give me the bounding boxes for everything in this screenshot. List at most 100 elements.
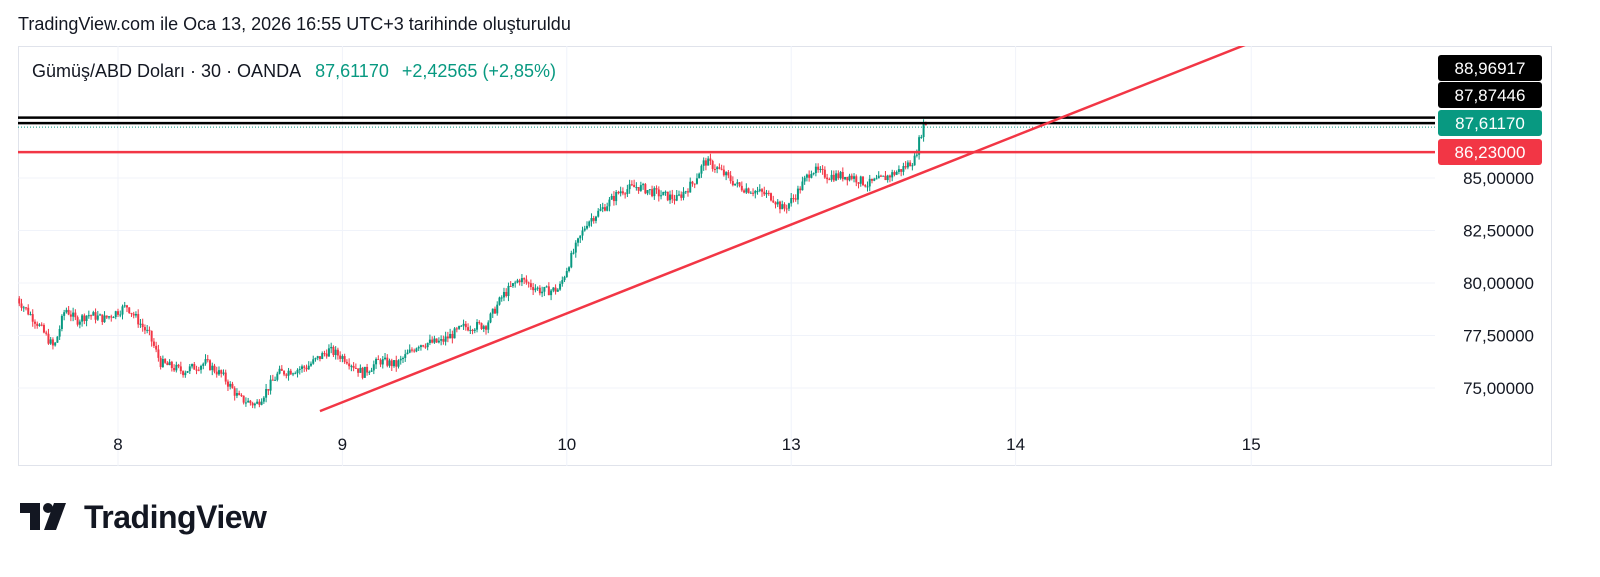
chart-created-note: TradingView.com ile Oca 13, 2026 16:55 U…: [18, 14, 571, 34]
candle-body: [451, 333, 454, 339]
candle-body: [110, 316, 113, 318]
candle-body: [700, 165, 703, 174]
y-tick-label: 82,50000: [1463, 222, 1534, 241]
candle-body: [449, 333, 452, 339]
candle-body: [240, 395, 243, 397]
candle-body: [729, 175, 732, 182]
candle-body: [289, 370, 292, 375]
candle-body: [213, 365, 216, 372]
candle-body: [767, 192, 770, 194]
candle-body: [393, 360, 396, 367]
candle-body: [435, 338, 438, 343]
candle-body: [839, 171, 842, 179]
price-label: 87,87446: [1455, 86, 1526, 105]
candle-body: [42, 325, 45, 333]
candle-body: [691, 181, 694, 184]
candle-body: [220, 370, 223, 374]
candle-body: [173, 368, 176, 371]
last-price: 87,61170: [315, 61, 389, 81]
candle-body: [891, 172, 894, 178]
candle-body: [307, 365, 310, 370]
candle-body: [783, 204, 786, 209]
candle-body: [594, 216, 597, 221]
candle-body: [803, 177, 806, 182]
candle-body: [736, 182, 739, 184]
candle-body: [366, 366, 369, 373]
candle-body: [222, 372, 225, 374]
candle-body: [704, 160, 707, 166]
candle-body: [612, 195, 615, 202]
candle-body: [738, 182, 741, 186]
candle-body: [357, 368, 360, 373]
candle-body: [283, 370, 286, 375]
candle-body: [666, 191, 669, 201]
candle-body: [599, 208, 602, 211]
candle-body: [458, 326, 461, 329]
candle-body: [718, 167, 721, 169]
candle-body: [336, 349, 339, 356]
candle-body: [20, 303, 23, 308]
candle-body: [87, 315, 90, 317]
candle-body: [853, 176, 856, 179]
candle-body: [888, 175, 891, 178]
candle-body: [63, 312, 66, 316]
tradingview-logo[interactable]: TradingView: [20, 498, 267, 536]
candle-body: [590, 218, 593, 222]
candle-body: [792, 198, 795, 200]
chart-pane[interactable]: [18, 46, 1552, 466]
candle-body: [76, 317, 79, 325]
candle-body: [637, 187, 640, 191]
candle-body: [397, 360, 400, 367]
candle-body: [758, 189, 761, 191]
candle-body: [678, 194, 680, 196]
candle-body: [103, 315, 106, 323]
candle-body: [375, 358, 378, 365]
candle-body: [137, 314, 140, 325]
candle-body: [536, 287, 539, 289]
candle-body: [469, 329, 472, 331]
candle-body: [363, 366, 366, 378]
candle-body: [54, 342, 57, 346]
candle-body: [770, 193, 773, 201]
candle-body: [585, 225, 588, 229]
candle-body: [292, 373, 295, 375]
candle-body: [900, 169, 903, 172]
candle-body: [197, 369, 200, 371]
symbol-legend[interactable]: Gümüş/ABD Doları · 30 · OANDA 87,61170 +…: [32, 61, 556, 82]
tradingview-logo-icon: [20, 503, 66, 530]
candle-body: [491, 308, 494, 314]
candle-body: [525, 279, 528, 283]
candle-body: [143, 327, 146, 331]
candle-body: [164, 359, 167, 363]
candle-body: [754, 190, 757, 194]
candle-body: [552, 287, 555, 291]
candle-body: [74, 312, 77, 318]
trend-line[interactable]: [319, 25, 1296, 413]
candle-body: [862, 176, 865, 186]
candle-body: [689, 181, 692, 193]
candle-body: [119, 314, 122, 316]
symbol-name[interactable]: Gümüş/ABD Doları · 30 · OANDA: [32, 61, 301, 81]
candle-body: [644, 184, 647, 194]
candle-body: [819, 168, 822, 170]
candle-body: [184, 372, 187, 376]
candle-body: [698, 173, 701, 179]
candle-body: [574, 242, 577, 253]
candle-body: [761, 189, 764, 192]
y-tick-label: 85,00000: [1463, 169, 1534, 188]
candle-body: [204, 359, 207, 364]
candle-body: [559, 283, 562, 290]
candle-body: [886, 175, 889, 181]
candle-body: [561, 280, 564, 284]
candles: [18, 119, 927, 409]
candle-body: [58, 328, 61, 337]
candle-body: [583, 228, 586, 231]
candle-body: [24, 307, 27, 309]
candle-body: [148, 329, 151, 331]
candle-body: [790, 198, 793, 204]
candle-body: [287, 370, 290, 376]
candle-body: [496, 304, 499, 314]
candle-body: [323, 353, 326, 355]
candle-body: [92, 312, 95, 316]
